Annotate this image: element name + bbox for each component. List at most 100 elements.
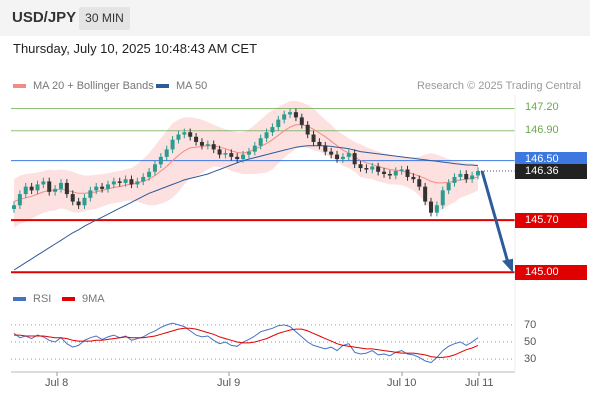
candle-body (117, 181, 122, 183)
rsi-ma-legend-label: 9MA (82, 293, 105, 305)
candle-body (376, 166, 381, 172)
candle-body (335, 154, 340, 160)
candle-body (135, 181, 140, 185)
candle-body (170, 139, 175, 150)
candle-body (64, 182, 69, 195)
candle-body (370, 166, 375, 170)
candle-body (470, 175, 475, 180)
level-label-146-50: 146.50 (515, 152, 587, 167)
candle-body (58, 182, 63, 189)
candle-body (35, 184, 40, 191)
candle-body (23, 186, 28, 195)
ma50-legend-label: MA 50 (176, 80, 208, 92)
candle-body (88, 190, 93, 198)
candle-body (464, 173, 469, 180)
candle-body (53, 188, 58, 192)
candle-body (129, 179, 134, 185)
candle-body (264, 132, 269, 139)
candle-body (252, 145, 257, 152)
candle-body (41, 181, 46, 185)
candle-body (434, 205, 439, 213)
candle-body (241, 154, 246, 160)
level-label-147-20: 147.20 (525, 101, 559, 113)
candle-body (440, 190, 445, 206)
candle-body (76, 201, 81, 206)
rsi-tick-30: 30 (524, 353, 537, 365)
candle-body (217, 149, 222, 155)
candle-body (282, 114, 287, 120)
candle-body (29, 186, 34, 191)
candle-body (276, 119, 281, 128)
candle-body (147, 171, 152, 177)
candle-body (100, 186, 105, 189)
candle-body (17, 194, 22, 206)
ma50-legend-swatch (156, 84, 169, 88)
x-label-jul10: Jul 10 (387, 377, 417, 389)
candle-body (211, 144, 216, 150)
candle-body (476, 171, 480, 176)
candle-body (47, 181, 52, 192)
candle-body (405, 169, 410, 177)
candle-body (12, 205, 16, 209)
candle-body (229, 153, 234, 157)
ma20-legend-label: MA 20 + Bollinger Bands (33, 80, 154, 92)
candle-body (340, 156, 345, 160)
candle-body (411, 176, 416, 180)
candle-body (258, 138, 263, 146)
rsi-ma-line (14, 327, 479, 358)
candle-body (176, 134, 181, 140)
candle-body (399, 169, 404, 171)
candle-body (94, 186, 99, 191)
rsi-line (13, 322, 479, 364)
candle-body (141, 176, 146, 182)
forecast-arrowhead (502, 258, 513, 273)
candle-body (358, 164, 363, 169)
candle-body (199, 141, 204, 146)
x-label-jul9: Jul 9 (217, 377, 241, 389)
candle-body (293, 112, 298, 118)
candle-body (123, 179, 128, 183)
rsi-tick-50: 50 (524, 336, 537, 348)
candle-body (270, 127, 275, 133)
candle-body (458, 173, 463, 177)
candle-body (417, 179, 422, 187)
timeframe-button[interactable]: 30 MIN (79, 7, 130, 30)
candle-body (382, 171, 387, 174)
candle-body (194, 136, 199, 142)
candle-body (329, 151, 334, 155)
bollinger-band-area (14, 101, 478, 228)
candle-body (299, 117, 304, 125)
level-label-145-00: 145.00 (515, 265, 587, 280)
candle-body (246, 151, 251, 155)
candle-body (429, 201, 434, 213)
x-label-jul8: Jul 8 (45, 377, 69, 389)
candle-body (317, 141, 322, 146)
rsi-ma-legend-swatch (62, 297, 75, 301)
candle-body (288, 112, 293, 115)
chart-header: USD/JPY 30 MIN (0, 0, 590, 36)
candle-body (235, 156, 240, 160)
candle-body (323, 145, 328, 152)
last-price-label: 146.36 (515, 164, 587, 179)
level-label-145-70: 145.70 (515, 213, 587, 228)
rsi-legend-label: RSI (33, 293, 52, 305)
candle-body (105, 184, 110, 189)
candle-body (423, 186, 428, 202)
rsi-legend-swatch (13, 297, 26, 301)
candle-body (311, 134, 316, 142)
candle-body (158, 156, 163, 165)
candle-body (452, 176, 457, 183)
candle-body (70, 194, 75, 202)
ma50-line (13, 145, 479, 271)
level-label-146-90: 146.90 (525, 124, 559, 136)
symbol-label: USD/JPY (12, 9, 77, 26)
ma20-legend-swatch (13, 84, 26, 88)
forecast-arrow-line (480, 170, 510, 264)
candle-body (205, 144, 210, 146)
candle-body (446, 182, 451, 191)
candle-body (111, 181, 116, 185)
candle-body (387, 173, 392, 176)
candle-body (188, 132, 193, 137)
x-label-jul11: Jul 11 (465, 377, 494, 389)
